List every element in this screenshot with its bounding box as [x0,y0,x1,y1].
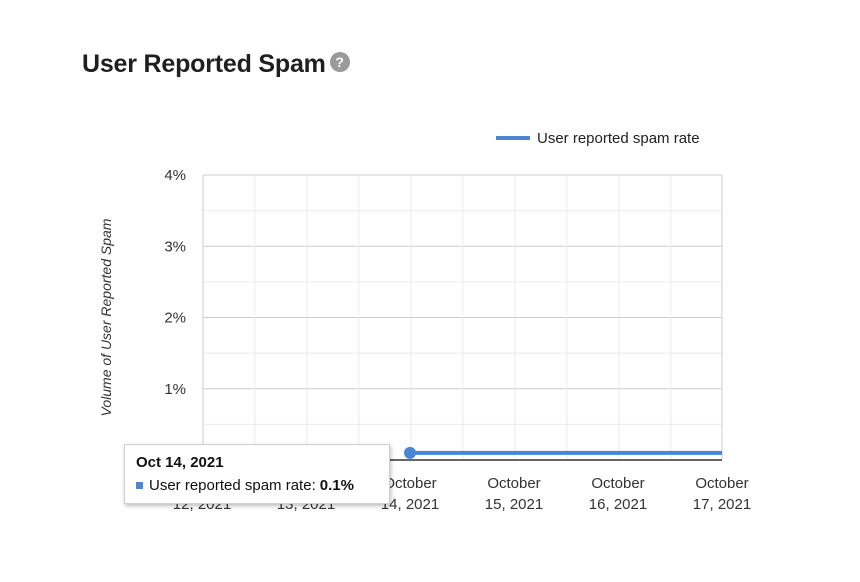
x-tick-label: October 15, 2021 [485,475,543,513]
x-tick-label: October 17, 2021 [693,475,751,513]
tooltip-date: Oct 14, 2021 [136,454,224,471]
tooltip-series-label: User reported spam rate: [149,477,316,494]
data-point [404,446,416,459]
y-tick-label: 3% [164,238,186,255]
x-tick-label: October 14, 2021 [381,475,439,513]
page-title: User Reported Spam [82,50,326,78]
tooltip-series-swatch [136,482,143,489]
x-tick-label: October 16, 2021 [589,475,647,513]
title-row: User Reported Spam ? [82,50,350,79]
y-tick-label: 4% [164,167,186,184]
tooltip-series-value: 0.1% [319,477,354,494]
y-tick-label: 1% [164,381,186,398]
chart-tooltip: Oct 14, 2021 User reported spam rate: 0.… [124,444,390,504]
y-tick-label: 2% [164,310,186,327]
legend-entry: User reported spam rate [537,130,700,147]
help-circle-icon[interactable]: ? [329,51,350,72]
y-axis-label: Volume of User Reported Spam [98,218,114,416]
tooltip-row: User reported spam rate: 0.1% [136,477,354,494]
